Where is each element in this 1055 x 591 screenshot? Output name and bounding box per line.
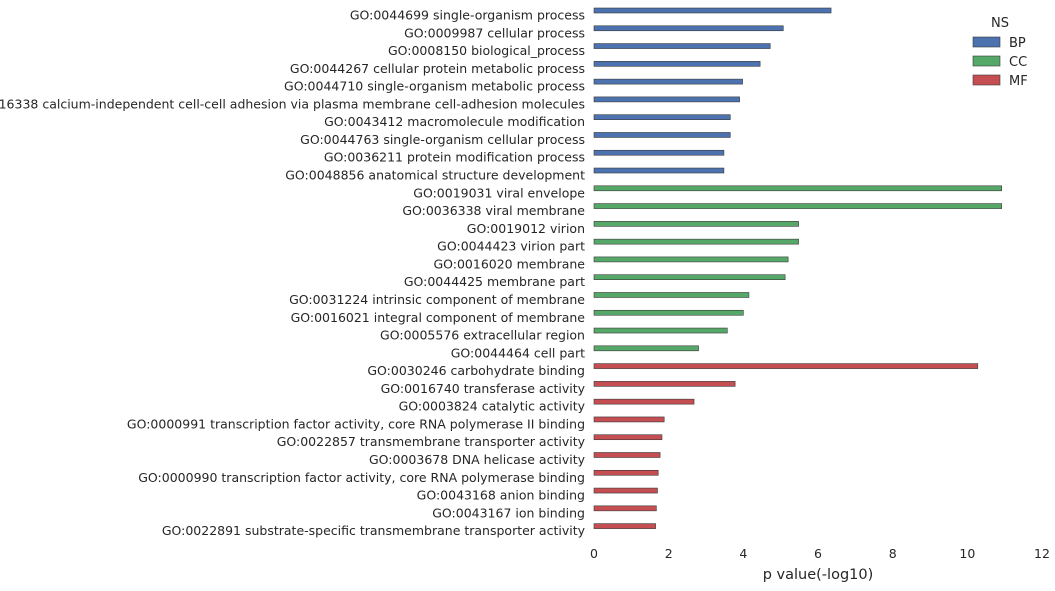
bar-cc-9 — [593, 345, 699, 352]
bar-bp-0 — [593, 7, 832, 14]
category-label: GO:0044267 cellular protein metabolic pr… — [290, 61, 585, 76]
category-label: GO:0030246 carbohydrate binding — [367, 363, 585, 378]
category-label: GO:0008150 biological_process — [388, 43, 585, 58]
x-tick-label: 8 — [889, 546, 897, 561]
category-label: GO:0019012 virion — [467, 221, 585, 236]
legend-swatch-bp — [972, 36, 1001, 48]
x-axis-label: p value(-log10) — [763, 567, 874, 583]
category-label: GO:0005576 extracellular region — [380, 328, 585, 343]
category-label: GO:0043412 macromolecule modification — [324, 114, 585, 129]
category-label: GO:0043168 anion binding — [417, 488, 585, 503]
category-label: GO:0022857 transmembrane transporter act… — [277, 434, 586, 449]
category-label: GO:0044763 single-organism cellular proc… — [300, 132, 585, 147]
bar-mf-7 — [593, 487, 658, 494]
bar-mf-2 — [593, 398, 695, 405]
bar-cc-8 — [593, 327, 728, 334]
category-label: GO:0022891 substrate-specific transmembr… — [162, 523, 586, 538]
bar-cc-2 — [593, 221, 799, 227]
legend: NS BP CC MF — [972, 16, 1028, 89]
x-tick-label: 4 — [739, 546, 747, 561]
category-label: GO:0003824 catalytic activity — [399, 399, 586, 414]
x-tick-label: 2 — [665, 546, 673, 561]
bar-cc-6 — [593, 292, 750, 298]
category-label: GO:0036338 viral membrane — [402, 203, 585, 218]
bar-bp-4 — [593, 78, 743, 85]
category-label: GO:0044699 single-organism process — [350, 8, 585, 23]
category-label: GO:0044464 cell part — [451, 345, 585, 360]
category-label: GO:0000991 transcription factor activity… — [127, 416, 585, 431]
x-tick-label: 6 — [814, 546, 822, 561]
x-axis-ticks: 0 2 4 6 8 10 12 — [590, 546, 1050, 561]
category-label: GO:0036211 protein modification process — [324, 150, 585, 165]
legend-label-cc: CC — [1009, 55, 1027, 70]
category-label: GO:0000990 transcription factor activity… — [138, 470, 585, 485]
bar-bp-2 — [593, 43, 771, 49]
category-label: GO:0016021 integral component of membran… — [291, 310, 586, 325]
bar-bp-1 — [593, 25, 784, 32]
category-label: GO:0044423 virion part — [437, 239, 585, 254]
x-tick-label: 0 — [590, 546, 598, 561]
category-label: GO:0048856 anatomical structure developm… — [285, 168, 585, 183]
legend-swatch-mf — [972, 74, 1001, 86]
category-label: GO:0043167 ion binding — [432, 505, 585, 520]
bar-bp-7 — [593, 132, 731, 138]
category-labels: GO:0044699 single-organism process GO:000… — [0, 8, 586, 539]
bar-mf-6 — [593, 469, 659, 476]
legend-swatch-cc — [972, 55, 1001, 67]
bar-mf-4 — [593, 434, 663, 441]
bar-cc-1 — [593, 203, 1002, 209]
category-label: GO:0009987 cellular process — [404, 25, 585, 40]
bar-cc-0 — [593, 185, 1002, 192]
legend-label-mf: MF — [1009, 74, 1028, 89]
bar-cc-3 — [593, 238, 799, 245]
bar-mf-5 — [593, 452, 661, 458]
bar-mf-9 — [593, 523, 656, 529]
category-label: GO:0016740 transferase activity — [381, 381, 586, 396]
bar-cc-4 — [593, 256, 789, 263]
bar-bp-8 — [593, 149, 725, 156]
category-label: GO:0019031 viral envelope — [413, 185, 585, 200]
bar-mf-1 — [593, 381, 736, 387]
bar-cc-7 — [593, 309, 744, 316]
category-label: GO:0016338 calcium-independent cell-cell… — [0, 96, 585, 111]
category-label: GO:0003678 DNA helicase activity — [369, 452, 586, 467]
x-tick-label: 10 — [959, 546, 975, 561]
bar-bp-6 — [593, 114, 731, 120]
bar-bp-9 — [593, 167, 725, 174]
bar-mf-3 — [593, 416, 665, 423]
legend-title: NS — [991, 16, 1009, 31]
bar-bp-3 — [593, 61, 761, 67]
bars-layer — [593, 7, 1002, 529]
legend-label-bp: BP — [1009, 36, 1026, 51]
category-label: GO:0016020 membrane — [433, 256, 585, 271]
bar-mf-0 — [593, 363, 979, 369]
x-tick-label: 12 — [1034, 546, 1050, 561]
bar-mf-8 — [593, 505, 657, 512]
bar-cc-5 — [593, 274, 786, 281]
category-label: GO:0044710 single-organism metabolic pro… — [284, 79, 585, 94]
category-label: GO:0031224 intrinsic component of membra… — [289, 292, 585, 307]
category-label: GO:0044425 membrane part — [404, 274, 585, 289]
bar-bp-5 — [593, 96, 740, 103]
